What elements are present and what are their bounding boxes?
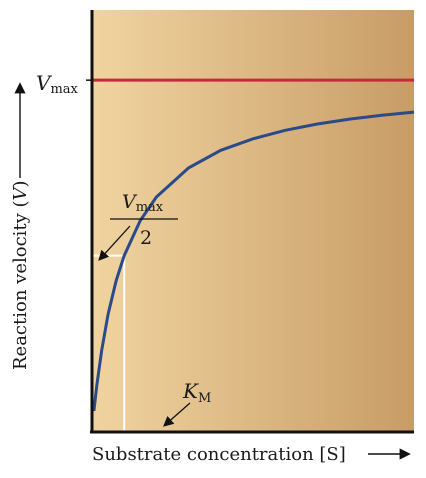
svg-text:KM: KM [182, 379, 211, 406]
y-axis-label: Reaction velocity (V) [10, 82, 31, 370]
km-label: KM [163, 379, 211, 427]
svg-text:Substrate concentration [S]: Substrate concentration [S] [92, 444, 346, 465]
svg-text:Vmax: Vmax [122, 191, 164, 215]
half-vmax-label: Vmax 2 [98, 191, 178, 261]
svg-text:Reaction velocity (V): Reaction velocity (V) [10, 180, 31, 370]
svg-text:2: 2 [140, 227, 152, 249]
vmax-label: Vmax [36, 71, 79, 97]
saturation-curve [92, 110, 415, 412]
x-axis-label: Substrate concentration [S] [92, 444, 411, 465]
km-arrow [163, 402, 191, 427]
half-vmax-arrow [98, 225, 131, 261]
